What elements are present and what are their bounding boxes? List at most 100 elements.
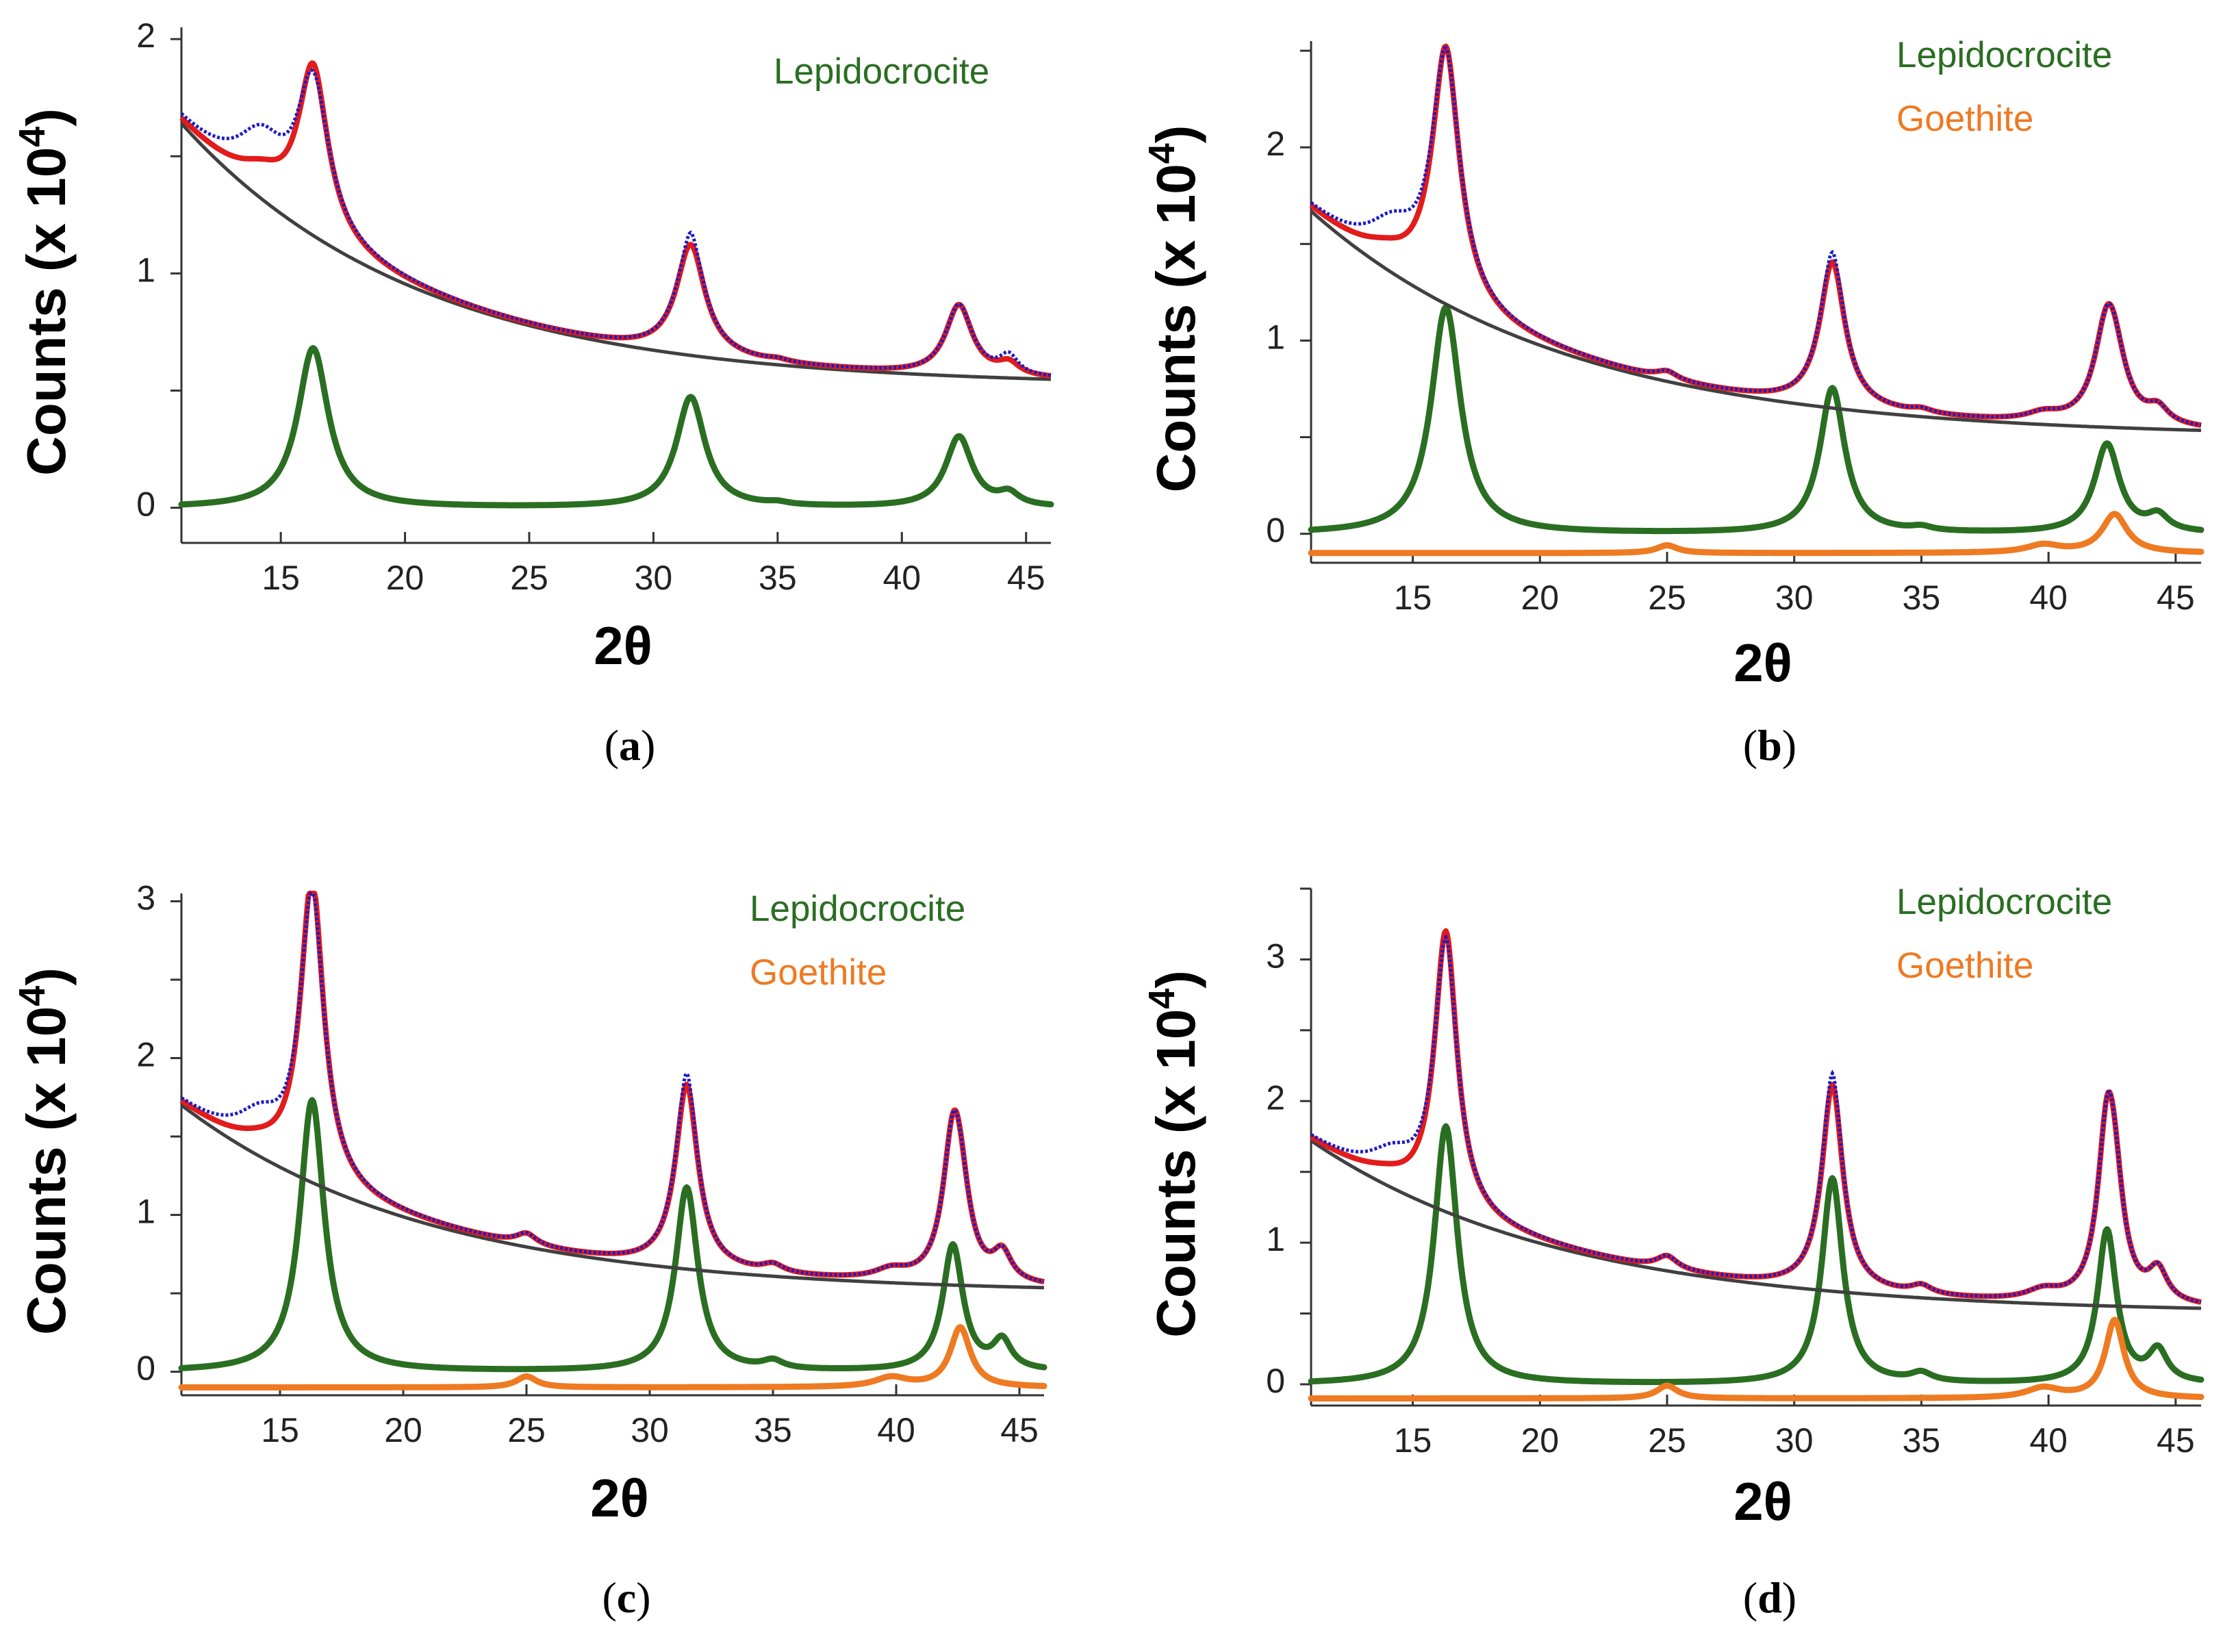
series-background <box>180 122 1052 381</box>
x-axis-title: 2θ <box>1733 633 1792 693</box>
x-axis-title: 2θ <box>594 615 652 676</box>
y-axis-title-close: ) <box>16 108 77 127</box>
legend-goethite: Goethite <box>1896 99 2033 139</box>
caption-open: ( <box>605 721 619 770</box>
x-tick-label: 20 <box>386 559 424 597</box>
x-tick-label: 40 <box>2029 579 2068 617</box>
y-axis-title-close: ) <box>1145 125 1206 144</box>
x-tick-label: 30 <box>631 1411 669 1449</box>
panel-caption: (c) <box>602 1573 650 1622</box>
x-tick-label: 35 <box>1903 1421 1941 1460</box>
caption-open: ( <box>1743 1573 1757 1622</box>
series-fit <box>1309 43 2203 428</box>
series-lepidocrocite <box>178 1097 1047 1373</box>
y-axis-title: Counts (x 104) <box>1141 970 1206 1338</box>
x-tick-label: 15 <box>1394 579 1432 617</box>
series-background <box>1310 1139 2201 1310</box>
y-tick-label: 3 <box>136 878 155 917</box>
x-tick-label: 25 <box>1648 579 1686 617</box>
x-tick-label: 40 <box>2029 1421 2068 1460</box>
caption-open: ( <box>1743 721 1757 770</box>
y-tick-label: 1 <box>1266 318 1285 356</box>
x-tick-label: 15 <box>1394 1421 1432 1460</box>
series-goethite <box>1308 1317 2205 1402</box>
y-tick-label: 1 <box>136 1193 155 1231</box>
y-axis-title-exponent: 4 <box>1141 989 1182 1009</box>
legend-goethite: Goethite <box>1896 945 2033 986</box>
x-tick-label: 25 <box>1648 1421 1686 1460</box>
x-tick-label: 40 <box>882 559 921 597</box>
x-axis-title: 2θ <box>1733 1471 1792 1532</box>
x-tick-label: 35 <box>1903 579 1941 617</box>
x-tick-label: 30 <box>635 559 673 597</box>
caption-close: ) <box>641 721 655 770</box>
x-tick-label: 30 <box>1775 1421 1814 1460</box>
series-observed <box>180 68 1052 377</box>
y-axis-title-close: ) <box>16 967 77 986</box>
y-axis-title: Counts (x 104) <box>1141 125 1206 493</box>
panel-caption: (a) <box>605 721 656 770</box>
series-observed <box>1310 934 2202 1304</box>
series-background <box>1310 209 2202 433</box>
x-tick-label: 25 <box>507 1411 546 1449</box>
series-background <box>180 1104 1044 1290</box>
caption-letter: c <box>617 1573 636 1622</box>
x-tick-label: 35 <box>754 1411 792 1449</box>
y-axis-title-main: Counts (x 10 <box>1145 1009 1206 1338</box>
panel-caption: (d) <box>1743 1573 1796 1622</box>
y-axis-title-exponent: 4 <box>12 986 53 1006</box>
y-tick-label: 0 <box>1266 511 1285 550</box>
y-tick-label: 3 <box>1266 937 1285 975</box>
panel-c: 15 20 25 30 35 40 45 0 1 2 3 2θ Counts (x 104) Lepido… <box>12 878 1047 1622</box>
y-axis-title-main: Counts (x 10 <box>1145 164 1206 492</box>
caption-close: ) <box>1782 1573 1796 1622</box>
x-tick-label: 20 <box>1521 579 1559 617</box>
y-tick-label: 0 <box>136 1349 155 1388</box>
y-tick-label: 0 <box>1266 1362 1285 1400</box>
y-axis-title: Counts (x 104) <box>12 967 77 1335</box>
caption-letter: d <box>1757 1573 1782 1622</box>
series-lepidocrocite <box>1308 1123 2205 1386</box>
panel-d: 15 20 25 30 35 40 45 0 1 2 3 2θ Counts (x 104) Lepido… <box>1141 882 2205 1622</box>
x-tick-label: 20 <box>1521 1421 1559 1460</box>
caption-letter: b <box>1757 721 1782 770</box>
y-axis-title-exponent: 4 <box>12 127 53 147</box>
y-tick-label: 0 <box>136 485 155 524</box>
x-tick-label: 15 <box>262 559 300 597</box>
series-fit <box>179 891 1046 1285</box>
panel-a: 15 20 25 30 35 40 45 0 1 2 2θ Counts (x 104) Lepidoc… <box>12 16 1054 770</box>
x-tick-label: 45 <box>1000 1411 1039 1449</box>
y-axis-title-exponent: 4 <box>1141 143 1182 164</box>
caption-close: ) <box>636 1573 650 1622</box>
legend-goethite: Goethite <box>750 952 887 993</box>
y-tick-label: 1 <box>1266 1220 1285 1258</box>
legend-lepidocrocite: Lepidocrocite <box>774 51 989 92</box>
y-axis-title-main: Counts (x 10 <box>16 147 77 476</box>
series-fit <box>1309 928 2203 1305</box>
series-fit <box>179 60 1053 379</box>
y-axis-title-main: Counts (x 10 <box>16 1006 77 1335</box>
y-tick-label: 2 <box>1266 125 1285 163</box>
y-tick-label: 1 <box>136 251 155 289</box>
caption-open: ( <box>602 1573 616 1622</box>
panel-b: 15 20 25 30 35 40 45 0 1 2 2θ Counts (x 104) Lepidoc… <box>1141 35 2205 770</box>
series-lepidocrocite <box>1308 304 2205 535</box>
series-observed <box>180 891 1045 1284</box>
x-tick-label: 40 <box>877 1411 915 1449</box>
y-tick-label: 2 <box>136 16 155 55</box>
caption-letter: a <box>619 721 641 770</box>
y-tick-label: 2 <box>1266 1078 1285 1117</box>
x-tick-label: 20 <box>384 1411 422 1449</box>
legend-lepidocrocite: Lepidocrocite <box>1896 35 2112 75</box>
x-tick-label: 35 <box>759 559 797 597</box>
y-axis-title-close: ) <box>1145 970 1206 989</box>
x-tick-label: 15 <box>261 1411 299 1449</box>
x-axis-title: 2θ <box>590 1468 649 1528</box>
x-tick-label: 45 <box>2157 1421 2195 1460</box>
series-goethite <box>178 1324 1047 1390</box>
y-tick-label: 2 <box>136 1036 155 1074</box>
panel-caption: (b) <box>1743 721 1796 770</box>
series-goethite <box>1308 511 2205 557</box>
y-axis-title: Counts (x 104) <box>12 108 77 476</box>
